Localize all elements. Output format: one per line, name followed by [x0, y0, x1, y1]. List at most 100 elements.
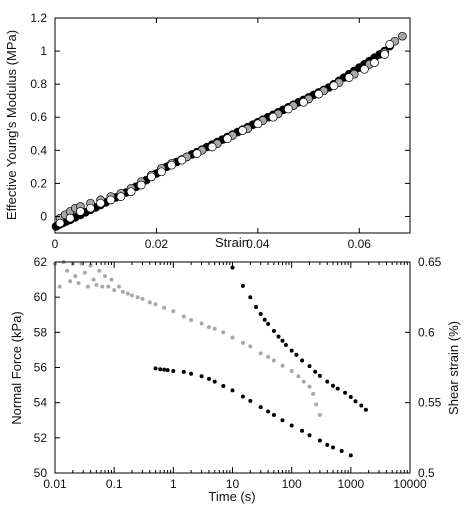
data-point: [359, 403, 364, 408]
data-point: [325, 379, 330, 384]
data-point: [135, 295, 140, 300]
x-tick-label: 1: [170, 477, 177, 491]
data-point: [296, 374, 301, 379]
right-y-tick-label: 0.55: [418, 396, 442, 410]
y-tick-label: 60: [34, 290, 48, 304]
data-point: [76, 281, 81, 286]
modulus-strain-plot: 0 0.02 0.04 0.06 0 0.2 0.4 0.6 0.8 1 1.2 Strain E…: [4, 11, 411, 251]
data-point: [207, 376, 211, 381]
x-tick-label: 0.1: [106, 477, 123, 491]
data-point: [258, 405, 263, 410]
data-point: [112, 288, 117, 293]
x-axis-label: Strain: [215, 235, 249, 250]
x-tick-label: 0: [52, 237, 59, 251]
right-y-tick-label: 0.65: [418, 255, 442, 269]
data-point: [171, 309, 176, 314]
force-strain-time-plot: 0.01 0.1 1 10 100 1000 10000 50 52 54 56 58 60 62 0.…: [9, 255, 461, 504]
y-tick-label: 50: [34, 466, 48, 480]
y-axis-label: Effective Young's Modulus (MPa): [4, 30, 19, 220]
data-point: [363, 407, 368, 412]
data-point: [300, 428, 305, 433]
data-point: [280, 363, 285, 368]
data-point: [199, 321, 204, 326]
x-tick-label: 100: [282, 477, 302, 491]
data-point: [158, 367, 163, 372]
data-point: [153, 366, 158, 371]
data-point: [240, 283, 245, 288]
data-point: [238, 126, 247, 135]
data-point: [106, 284, 111, 289]
data-point: [276, 334, 281, 339]
data-point: [280, 418, 285, 423]
y-tick-label: 0.2: [30, 176, 47, 190]
data-point: [314, 89, 324, 99]
data-point: [91, 277, 96, 282]
x-tick-label: 0.06: [348, 237, 372, 251]
data-point: [344, 73, 354, 82]
plot-markers: [53, 260, 368, 458]
data-point: [100, 284, 105, 289]
data-point: [335, 386, 340, 391]
data-point: [103, 274, 107, 279]
data-point: [248, 398, 253, 403]
data-point: [85, 284, 90, 289]
plot-frame: [54, 261, 411, 474]
x-tick-label: 10: [226, 477, 240, 491]
right-y-tick-label: 0.6: [418, 325, 435, 339]
data-point: [116, 284, 121, 289]
data-point: [230, 335, 235, 340]
data-point: [171, 369, 176, 373]
data-point: [314, 402, 319, 407]
y-tick-label: 0.6: [30, 110, 47, 124]
data-point: [398, 31, 407, 41]
y-tick-label: 0.4: [30, 143, 47, 157]
data-point: [96, 198, 105, 208]
data-point: [97, 268, 102, 273]
data-point: [147, 300, 152, 305]
data-point: [130, 293, 134, 298]
data-point: [370, 58, 379, 68]
data-point: [271, 358, 276, 363]
data-point: [125, 291, 130, 296]
y-tick-label: 1: [40, 44, 47, 58]
data-point: [307, 364, 312, 369]
data-point: [82, 270, 87, 275]
data-point: [157, 167, 166, 177]
data-point: [162, 367, 167, 372]
data-point: [207, 325, 211, 330]
data-point: [385, 40, 395, 49]
data-point: [311, 391, 316, 396]
y-tick-label: 0.8: [30, 77, 47, 91]
data-point: [348, 395, 353, 399]
data-point: [167, 160, 176, 170]
data-point: [258, 312, 263, 316]
y-tick-label: 54: [34, 396, 48, 410]
data-point: [86, 203, 95, 213]
data-point: [68, 279, 73, 284]
data-point: [299, 97, 308, 107]
x-tick-label: 0.02: [145, 237, 169, 251]
data-point: [223, 134, 232, 144]
data-point: [120, 289, 125, 294]
left-y-axis-ticks: 50 52 54 56 58 60 62: [34, 255, 60, 480]
data-point: [339, 449, 344, 453]
data-point: [55, 218, 65, 228]
data-point: [88, 263, 93, 268]
data-point: [343, 390, 348, 395]
data-point: [331, 445, 335, 450]
plot-markers: [51, 31, 407, 231]
x-tick-label: 0.01: [43, 477, 67, 491]
data-point: [221, 384, 226, 388]
y-tick-label: 56: [34, 361, 48, 375]
data-point: [248, 344, 253, 349]
data-point: [94, 282, 99, 287]
data-point: [254, 305, 258, 309]
data-point: [136, 180, 146, 190]
y-axis-ticks: 0 0.2 0.4 0.6 0.8 1 1.2: [30, 11, 410, 223]
data-point: [317, 413, 322, 417]
data-point: [189, 318, 194, 322]
x-tick-label: 1000: [337, 477, 364, 491]
plot-frame: [54, 17, 411, 234]
data-point: [116, 192, 126, 201]
